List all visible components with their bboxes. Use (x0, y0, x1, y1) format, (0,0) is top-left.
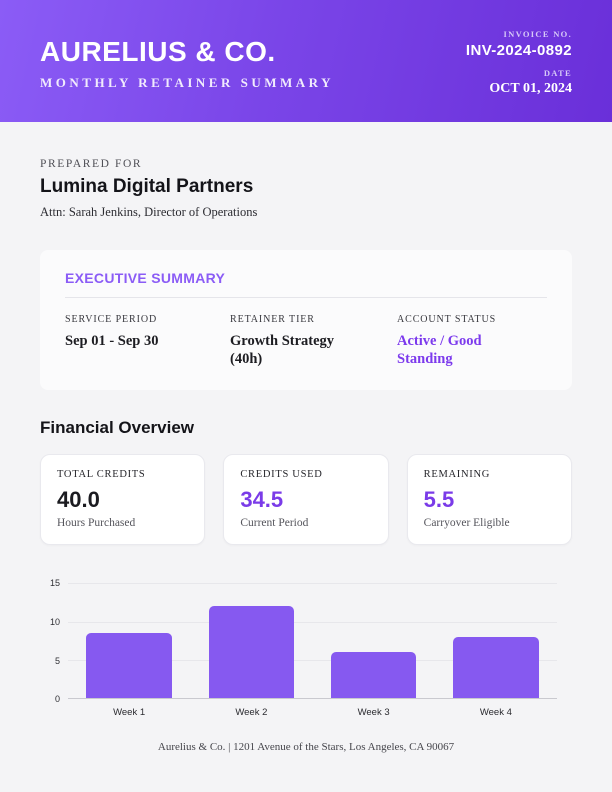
x-axis-label: Week 2 (235, 707, 268, 719)
document-subtitle: MONTHLY RETAINER SUMMARY (40, 74, 334, 90)
chart-plot-area (68, 583, 557, 700)
y-axis-tick: 15 (49, 578, 60, 589)
chart-plot-column: Week 1 Week 2 Week 3 Week 4 (68, 583, 557, 718)
x-axis-label: Week 4 (479, 707, 512, 719)
stat-label: CREDITS USED (240, 469, 323, 481)
stat-cards-row: TOTAL CREDITS 40.0 Hours Purchased CREDI… (40, 454, 572, 546)
field-label: ACCOUNT STATUS (397, 314, 497, 325)
bar-slot (313, 583, 435, 699)
field-value: Growth Strategy (40h) (230, 333, 335, 368)
prepared-for-label: PREPARED FOR (40, 158, 143, 170)
gridline (68, 621, 557, 623)
brand-block: AURELIUS & CO. MONTHLY RETAINER SUMMARY (40, 36, 334, 91)
stat-sublabel: Carryover Eligible (423, 517, 510, 530)
bar-slot (190, 583, 312, 699)
y-axis-tick: 10 (49, 617, 60, 628)
x-axis-label: Week 1 (113, 707, 146, 719)
invoice-number: INV-2024-0892 (465, 42, 572, 59)
divider (65, 297, 547, 298)
financial-overview-title: Financial Overview (40, 418, 195, 438)
chart-x-axis: Week 1 Week 2 Week 3 Week 4 (68, 707, 557, 718)
account-status-value: Active / Good Standing (397, 333, 482, 368)
y-axis-tick: 0 (54, 694, 60, 705)
footer-address: Aurelius & Co. | 1201 Avenue of the Star… (157, 741, 455, 754)
document-header: AURELIUS & CO. MONTHLY RETAINER SUMMARY … (0, 0, 612, 122)
field-label: SERVICE PERIOD (65, 314, 158, 325)
stat-value: 34.5 (240, 487, 284, 513)
field-value: Sep 01 - Sep 30 (65, 333, 159, 349)
bar-slot (435, 583, 557, 699)
stat-card-credits-used: CREDITS USED 34.5 Current Period (223, 454, 389, 546)
executive-summary-card: EXECUTIVE SUMMARY SERVICE PERIOD Sep 01 … (40, 250, 572, 391)
gridline (68, 660, 557, 662)
field-service-period: SERVICE PERIOD Sep 01 - Sep 30 (65, 314, 230, 368)
stat-card-total-credits: TOTAL CREDITS 40.0 Hours Purchased (40, 454, 206, 546)
invoice-meta: INVOICE NO. INV-2024-0892 DATE OCT 01, 2… (466, 29, 572, 97)
bar-slot (68, 583, 190, 699)
stat-value: 40.0 (57, 487, 100, 513)
client-attn-line: Attn: Sarah Jenkins, Director of Operati… (40, 205, 258, 219)
invoice-number-label: INVOICE NO. (503, 29, 572, 39)
date-label: DATE (543, 68, 572, 78)
client-name: Lumina Digital Partners (40, 176, 254, 197)
stat-sublabel: Hours Purchased (57, 517, 136, 530)
bar-week-4 (453, 637, 539, 699)
company-name: AURELIUS & CO. (40, 35, 276, 67)
bar-week-2 (208, 606, 295, 699)
field-retainer-tier: RETAINER TIER Growth Strategy (40h) (230, 314, 397, 368)
stat-label: TOTAL CREDITS (57, 469, 146, 481)
gridline (68, 583, 557, 585)
weekly-usage-bar-chart: 15 10 5 0 Week 1 Week 2 Week 3 (40, 578, 572, 718)
x-axis-label: Week 3 (357, 707, 390, 719)
bar-week-1 (86, 633, 172, 699)
chart-bars (68, 583, 557, 699)
stat-label: REMAINING (423, 469, 491, 481)
field-account-status: ACCOUNT STATUS Active / Good Standing (397, 314, 547, 368)
bar-week-3 (330, 652, 417, 699)
stat-card-remaining: REMAINING 5.5 Carryover Eligible (406, 454, 572, 546)
stat-sublabel: Current Period (240, 517, 309, 530)
page-body: PREPARED FOR Lumina Digital Partners Att… (0, 158, 612, 753)
prepared-for-section: PREPARED FOR Lumina Digital Partners Att… (40, 158, 572, 220)
stat-value: 5.5 (423, 487, 455, 513)
executive-summary-title: EXECUTIVE SUMMARY (65, 270, 226, 286)
executive-summary-fields: SERVICE PERIOD Sep 01 - Sep 30 RETAINER … (65, 314, 547, 368)
chart-y-axis: 15 10 5 0 (40, 578, 68, 704)
y-axis-tick: 5 (54, 655, 60, 666)
invoice-date: OCT 01, 2024 (489, 81, 572, 96)
field-label: RETAINER TIER (230, 314, 315, 325)
